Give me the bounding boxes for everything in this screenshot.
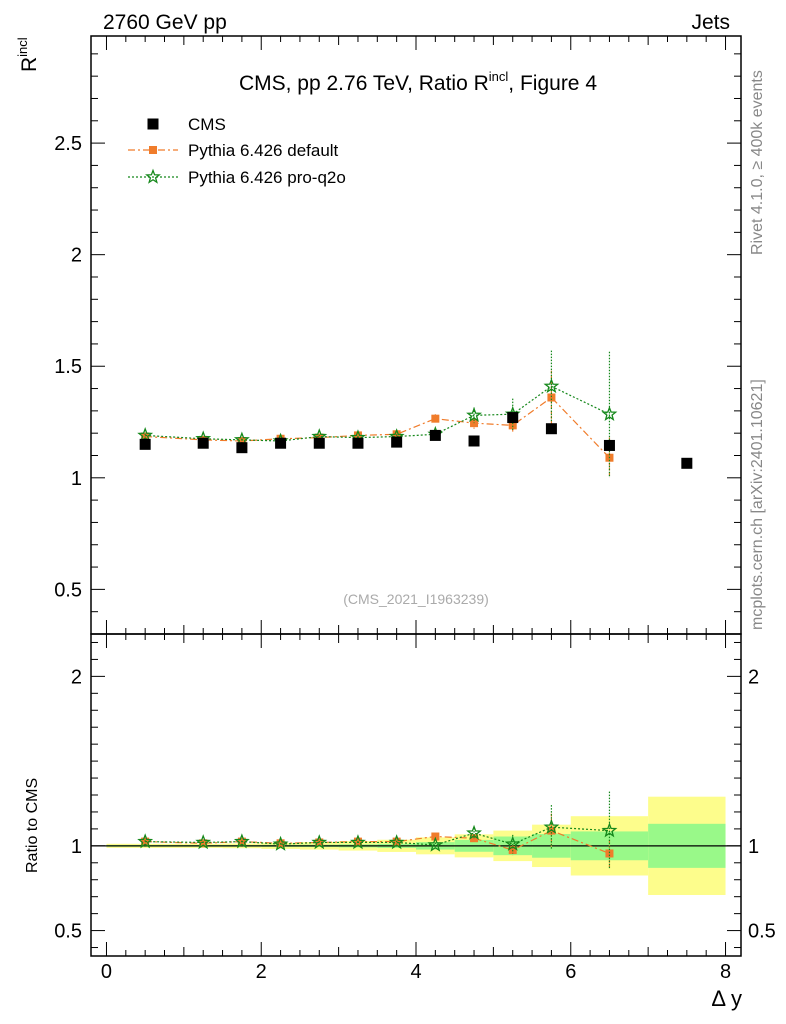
- x-tick-label: 4: [410, 961, 421, 983]
- ratio-y-tick-label: 0.5: [54, 921, 82, 943]
- data-point: [197, 437, 209, 449]
- header-jets-label: Jets: [691, 11, 730, 34]
- x-axis-label: Δ y: [711, 986, 742, 1011]
- legend-marker-pro-q2o: [145, 168, 161, 184]
- data-point: [139, 438, 151, 450]
- main-panel-data: [137, 350, 693, 478]
- ratio-y-axis-label: Ratio to CMS: [24, 778, 41, 873]
- data-point: [547, 393, 556, 402]
- data-point: [605, 849, 614, 858]
- legend-label: Pythia 6.426 pro-q2o: [188, 168, 346, 187]
- data-point: [353, 431, 362, 440]
- data-point: [275, 437, 287, 449]
- data-point: [508, 421, 517, 430]
- axes: [90, 35, 742, 957]
- series-line: [145, 826, 610, 846]
- data-point: [601, 405, 618, 421]
- data-point: [137, 427, 154, 443]
- x-tick-label: 0: [101, 961, 112, 983]
- data-point: [237, 436, 246, 445]
- data-point: [507, 412, 519, 424]
- x-tick-label: 8: [720, 961, 731, 983]
- ratio-y-tick-label-right: 0.5: [748, 921, 776, 943]
- ratio-y-tick-label-right: 1: [748, 836, 759, 858]
- legend-marker-cms: [147, 118, 159, 130]
- data-point: [350, 834, 366, 850]
- title-superscript: incl: [489, 69, 509, 84]
- data-point: [315, 433, 324, 442]
- ratio-frame: [90, 633, 742, 957]
- tick-labels: 0 2 4 6 8 0.5 1 1.5 2 2.5 0.5 0.5 1 1 2 2: [54, 133, 776, 983]
- main-y-tick-label: 0.5: [54, 579, 82, 601]
- ratio-y-tick-label: 1: [71, 836, 82, 858]
- x-tick-label: 6: [565, 961, 576, 983]
- legend-label: CMS: [188, 115, 226, 134]
- data-point: [429, 429, 441, 441]
- data-point: [141, 432, 150, 441]
- header-energy-label: 2760 GeV pp: [103, 11, 227, 34]
- series-line: [145, 385, 610, 442]
- analysis-watermark: (CMS_2021_I1963239): [343, 591, 489, 607]
- data-point: [352, 437, 364, 449]
- legend-marker-default: [149, 146, 157, 154]
- title-suffix: , Figure 4: [508, 72, 597, 95]
- data-point: [313, 437, 325, 449]
- data-point: [199, 839, 208, 848]
- data-point: [195, 834, 212, 850]
- data-point: [545, 423, 557, 435]
- main-y-tick-label: 1.5: [54, 356, 82, 378]
- data-point: [603, 439, 615, 451]
- main-y-axis-label: Rincl: [15, 37, 41, 72]
- rivet-version-label: Rivet 4.1.0, ≥ 400k events: [749, 70, 766, 255]
- ylabel-main-text: R: [18, 57, 41, 72]
- mcplots-label: mcplots.cern.ch [arXiv:2401.10621]: [749, 379, 766, 630]
- data-point: [601, 822, 618, 838]
- series-line: [145, 829, 610, 855]
- data-point: [431, 414, 440, 423]
- data-point: [431, 832, 440, 841]
- ratio-y-tick-label: 2: [71, 666, 82, 688]
- data-point: [236, 442, 248, 454]
- data-point: [504, 835, 521, 851]
- main-y-tick-label: 1: [71, 468, 82, 490]
- x-tick-label: 2: [256, 961, 267, 983]
- data-point: [543, 377, 560, 394]
- data-point: [427, 836, 444, 852]
- data-point: [391, 436, 403, 448]
- data-point: [468, 435, 480, 447]
- data-point: [681, 457, 693, 469]
- ratio-y-tick-label-right: 2: [748, 666, 759, 688]
- data-point: [233, 833, 250, 849]
- ratio-panel-data: [137, 791, 618, 870]
- data-point: [137, 833, 154, 849]
- ylabel-superscript: incl: [15, 37, 30, 57]
- legend: CMS Pythia 6.426 default Pythia 6.426 pro-…: [128, 115, 346, 187]
- data-point: [388, 834, 405, 850]
- main-y-tick-label: 2: [71, 245, 82, 267]
- data-point: [543, 818, 560, 834]
- data-point: [311, 834, 328, 850]
- data-point: [466, 824, 482, 840]
- main-y-tick-label: 2.5: [54, 133, 82, 155]
- title-main-text: CMS, pp 2.76 TeV, Ratio R: [239, 72, 489, 95]
- data-point: [272, 835, 289, 851]
- series-line: [145, 396, 610, 459]
- data-point: [466, 406, 482, 423]
- svg-text:Rincl: Rincl: [15, 37, 41, 72]
- main-plot-title: CMS, pp 2.76 TeV, Ratio Rincl, Figure 4: [239, 69, 597, 95]
- legend-label: Pythia 6.426 default: [188, 141, 339, 160]
